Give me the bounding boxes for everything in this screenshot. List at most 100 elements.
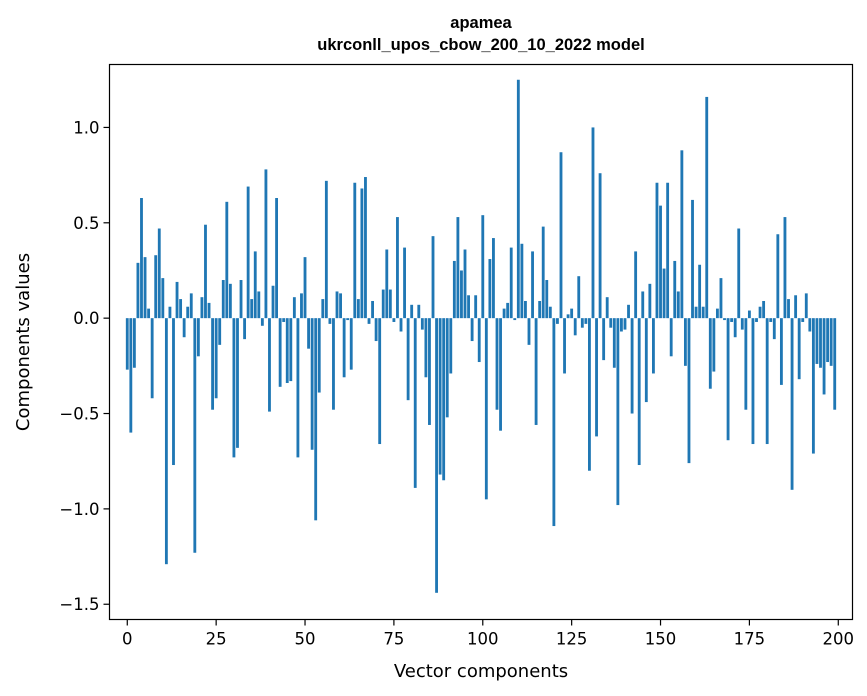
x-tick-label: 75 [383,630,404,649]
bar [353,182,357,319]
bar [644,318,648,403]
bar [740,318,744,330]
bar [364,177,367,319]
bar [701,306,705,319]
y-axis-ticks: −1.5 −1.0 −0.5 0.0 0.5 1.0 [59,118,110,614]
bar [296,318,300,458]
bar [456,217,460,319]
bar [378,318,382,445]
bar [758,306,762,319]
bar [705,96,709,319]
bar [826,318,830,363]
bar [627,304,630,319]
bar [399,318,403,332]
bar [467,295,470,319]
bar [349,318,353,370]
bar [175,281,179,319]
bar [744,318,748,410]
x-tick-label: 50 [295,630,316,649]
bar [573,318,577,336]
y-tick-label: 1.0 [73,118,99,137]
bar [580,318,584,328]
bar [833,318,837,410]
bar [488,259,492,319]
bar [591,127,595,319]
bar [570,308,574,319]
bar [637,318,641,466]
bar [769,318,773,322]
bar [541,226,545,319]
bar [221,280,225,319]
bar [730,318,734,322]
bar [125,318,129,370]
bar [346,318,350,321]
bar [460,270,463,319]
bar [417,304,421,319]
chart-title-line-1: apamea [450,14,512,32]
x-tick-label: 125 [556,630,588,649]
bar [474,295,478,319]
bar [214,318,218,399]
bar [648,283,652,319]
bar [502,308,506,319]
bar [733,318,737,338]
bar [790,318,794,490]
bar [321,299,325,319]
bar [776,234,780,319]
bar [548,306,552,319]
bar [634,251,638,319]
bar [218,318,222,345]
bar [598,173,602,319]
bar [250,299,254,319]
x-tick-label: 100 [467,630,499,649]
bar [317,318,321,393]
bar [385,249,389,319]
bar [801,318,805,322]
bar [723,318,726,321]
bar [292,297,296,319]
bar [691,199,694,319]
chart-title-line-2: ukrconll_upos_cbow_200_10_2022 model [317,36,644,54]
bar [747,310,751,319]
bar [246,186,250,319]
bar [204,224,207,319]
bar [335,291,339,319]
bar [189,293,193,319]
bar [563,318,566,374]
bar [559,152,563,319]
x-tick-label: 150 [645,630,677,649]
bar [470,318,474,342]
bar [150,318,154,399]
bar [513,318,517,321]
bar [278,318,282,387]
bar [620,318,623,332]
bar [520,243,524,319]
bar [449,318,453,374]
bar [680,150,684,319]
x-tick-label: 0 [122,630,133,649]
bar [381,289,385,319]
bar [616,318,620,506]
bar [737,228,741,319]
bar [794,295,798,319]
bar [268,318,271,412]
bar [687,318,691,464]
y-tick-label: −0.5 [59,405,99,424]
bar [552,318,556,527]
bar [811,318,815,454]
bar [694,306,698,319]
bar [289,318,293,382]
bar [324,180,328,319]
bar [420,318,424,330]
bar [676,291,680,319]
bar [428,318,431,425]
bar [392,318,396,322]
bar [712,318,716,372]
bars-group [125,79,837,593]
bar [495,318,499,410]
bar [257,291,261,319]
bar [641,291,645,319]
bar [243,318,247,340]
bar [374,318,378,342]
bar [300,293,303,319]
